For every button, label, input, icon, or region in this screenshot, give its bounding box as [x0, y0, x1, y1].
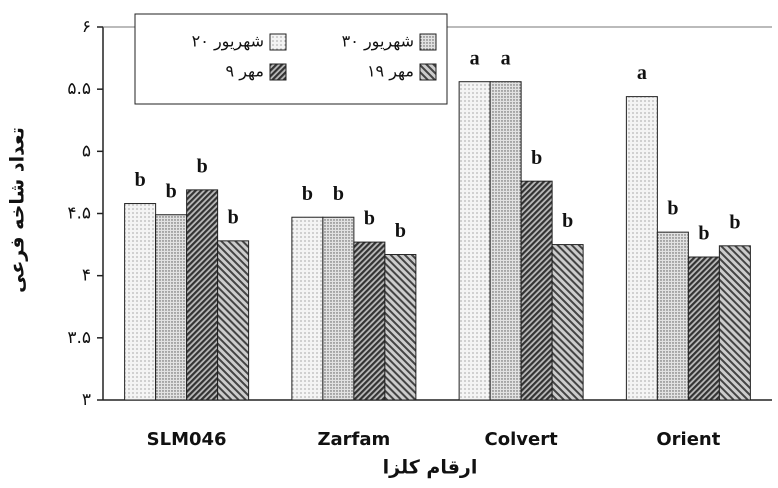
significance-letter: a — [470, 47, 480, 69]
y-tick-label: ۶ — [82, 17, 91, 37]
legend-swatch — [419, 63, 437, 81]
y-tick-label: ۳ — [82, 390, 91, 410]
x-tick-label: Colvert — [485, 429, 559, 450]
legend-swatch — [269, 33, 287, 51]
legend-label: مهر ۹ — [226, 62, 264, 82]
bar — [520, 180, 553, 401]
bar — [291, 216, 324, 401]
legend-label: مهر ۱۹ — [367, 62, 414, 82]
y-tick-label: ۵ — [82, 141, 91, 161]
legend-swatch — [419, 33, 437, 51]
bar — [625, 96, 658, 401]
x-tick-label: Zarfam — [317, 429, 390, 450]
significance-letter: b — [531, 147, 542, 169]
bar — [384, 254, 417, 401]
significance-letter: b — [228, 206, 239, 228]
x-tick-label: Orient — [656, 429, 720, 450]
significance-letter: b — [333, 183, 344, 205]
significance-letter: a — [637, 62, 647, 84]
significance-letter: b — [166, 180, 177, 202]
bar — [155, 214, 188, 401]
bar — [353, 241, 386, 401]
significance-letter: b — [667, 198, 678, 220]
bar — [687, 256, 720, 401]
significance-letter: b — [562, 210, 573, 232]
bar — [458, 81, 491, 401]
legend-label: شهریور ۲۰ — [192, 32, 264, 52]
significance-letter: b — [197, 155, 208, 177]
legend-label: شهریور ۳۰ — [342, 32, 414, 52]
y-tick-label: ۳.۵ — [67, 328, 91, 348]
significance-letter: b — [135, 169, 146, 191]
y-tick-label: ۴ — [82, 266, 91, 286]
bar — [186, 189, 219, 401]
y-tick-label: ۴.۵ — [67, 204, 91, 224]
significance-letter: b — [302, 183, 313, 205]
y-axis-label: تعداد شاخه فرعی — [7, 127, 29, 293]
bar — [322, 216, 355, 401]
legend-box — [134, 13, 448, 105]
x-axis-label: ارقام کلزا — [383, 457, 478, 479]
significance-letter: a — [501, 47, 511, 69]
x-tick-label: SLM046 — [147, 429, 227, 450]
significance-letter: b — [364, 208, 375, 230]
significance-letter: b — [698, 223, 709, 245]
bar — [551, 244, 584, 401]
y-tick-label: ۵.۵ — [67, 79, 91, 99]
significance-letter: b — [395, 220, 406, 242]
significance-letter: b — [729, 211, 740, 233]
bar — [489, 81, 522, 401]
bar — [718, 245, 751, 401]
bar — [217, 240, 250, 401]
bar — [656, 231, 689, 401]
legend-swatch — [269, 63, 287, 81]
bar — [124, 203, 157, 401]
